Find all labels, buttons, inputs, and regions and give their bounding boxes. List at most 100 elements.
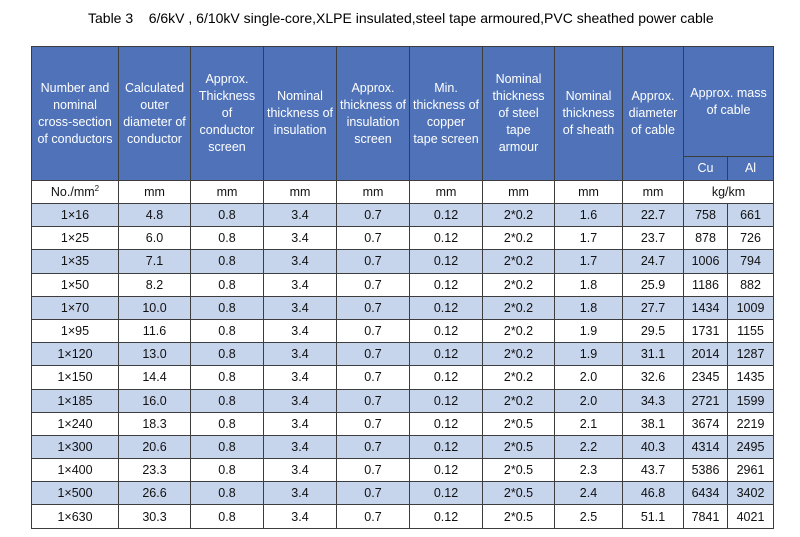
table-cell: 22.7 [622,202,684,228]
table-cell: 0.8 [190,365,264,390]
cell-nominal-section: 1×25 [31,226,119,251]
table-cell: 1.8 [554,272,623,297]
table-cell: 2345 [683,365,728,390]
table-cell: 3.4 [263,365,337,390]
table-cell: 2*0.2 [482,388,555,413]
table-cell: 0.12 [409,202,483,228]
table-cell: 878 [683,226,728,251]
table-cell: 2219 [726,411,775,436]
cell-nominal-section: 1×35 [31,249,119,274]
table-cell: 3.4 [263,411,337,436]
table-cell: 0.7 [336,318,410,344]
table-row: 1×50 8.2 0.8 3.4 0.7 0.12 2*0.2 1.8 25.9 1186 882 [31,272,775,297]
table-cell: 2.1 [554,411,623,436]
table-row: 1×185 16.0 0.8 3.4 0.7 0.12 2*0.2 2.0 34.3 2721 15… [31,388,775,413]
header-copper-tape-screen: Min. thickness of copper tape screen [409,46,483,181]
cell-nominal-section: 1×16 [31,202,119,228]
table-cell: 3.4 [263,226,337,251]
table-cell: 0.12 [409,295,483,320]
table-cell: 0.7 [336,411,410,436]
table-cell: 34.3 [622,388,684,413]
table-cell: 2*0.2 [482,295,555,320]
table-cell: 0.7 [336,249,410,274]
table-cell: 0.7 [336,295,410,320]
table-cell: 661 [726,202,775,228]
table-cell: 3.4 [263,342,337,367]
table-cell: 0.12 [409,249,483,274]
header-nominal-cross-section: Number and nominal cross-section of cond… [31,46,119,181]
table-cell: 43.7 [622,458,684,483]
table-row: 1×240 18.3 0.8 3.4 0.7 0.12 2*0.5 2.1 38.1 3674 22… [31,411,775,436]
unit-cell: mm [622,180,684,204]
table-cell: 1.8 [554,295,623,320]
cable-spec-table: Number and nominal cross-section of cond… [31,46,775,529]
table-cell: 0.8 [190,411,264,436]
table-cell: 2*0.2 [482,249,555,274]
table-cell: 2.2 [554,434,623,460]
table-cell: 0.8 [190,202,264,228]
table-cell: 3.4 [263,249,337,274]
table-cell: 0.7 [336,272,410,297]
header-cable-mass: Approx. mass of cable [682,46,775,157]
table-cell: 0.8 [190,388,264,413]
table-cell: 0.7 [336,458,410,483]
table-cell: 1.7 [554,249,623,274]
table-row: 1×400 23.3 0.8 3.4 0.7 0.12 2*0.5 2.3 43.7 5386 29… [31,458,775,483]
table-cell: 30.3 [118,504,191,529]
table-cell: 2*0.2 [482,365,555,390]
table-cell: 14.4 [118,365,191,390]
table-cell: 1599 [726,388,775,413]
unit-cell: mm [409,180,483,204]
cell-nominal-section: 1×95 [31,318,119,344]
table-cell: 726 [726,226,775,251]
table-cell: 20.6 [118,434,191,460]
table-cell: 26.6 [118,481,191,506]
unit-cell: mm [190,180,264,204]
header-cable-diameter: Approx. diameter of cable [622,46,684,181]
table-cell: 1435 [726,365,775,390]
table-row: 1×300 20.6 0.8 3.4 0.7 0.12 2*0.5 2.2 40.3 4314 24… [31,434,775,460]
table-row: 1×70 10.0 0.8 3.4 0.7 0.12 2*0.2 1.8 27.7 1434 100… [31,295,775,320]
table-cell: 3.4 [263,458,337,483]
table-cell: 3.4 [263,295,337,320]
table-cell: 0.12 [409,388,483,413]
cell-nominal-section: 1×70 [31,295,119,320]
table-cell: 18.3 [118,411,191,436]
table-cell: 29.5 [622,318,684,344]
table-cell: 882 [726,272,775,297]
table-cell: 25.9 [622,272,684,297]
table-cell: 31.1 [622,342,684,367]
table-cell: 0.7 [336,202,410,228]
table-row: 1×16 4.8 0.8 3.4 0.7 0.12 2*0.2 1.6 22.7 758 661 [31,202,775,228]
header-steel-tape-armour: Nominal thickness of steel tape armour [482,46,555,181]
table-row: 1×25 6.0 0.8 3.4 0.7 0.12 2*0.2 1.7 23.7 878 726 [31,226,775,251]
table-cell: 0.8 [190,272,264,297]
table-cell: 794 [726,249,775,274]
table-cell: 0.12 [409,411,483,436]
table-cell: 23.3 [118,458,191,483]
table-cell: 1006 [683,249,728,274]
table-cell: 758 [683,202,728,228]
table-cell: 0.8 [190,295,264,320]
table-cell: 1009 [726,295,775,320]
table-cell: 2.5 [554,504,623,529]
table-cell: 13.0 [118,342,191,367]
table-cell: 2*0.5 [482,411,555,436]
table-cell: 0.8 [190,481,264,506]
table-title: Table 3 6/6kV , 6/10kV single-core,XLPE … [88,10,714,26]
header-conductor-screen: Approx. Thickness of conductor screen [190,46,264,181]
table-cell: 1731 [683,318,728,344]
table-cell: 3.4 [263,202,337,228]
unit-cell: mm [482,180,555,204]
table-cell: 3674 [683,411,728,436]
table-cell: 2*0.2 [482,226,555,251]
table-cell: 2*0.5 [482,458,555,483]
header-mass-cu: Cu [683,156,728,181]
table-cell: 27.7 [622,295,684,320]
table-cell: 10.0 [118,295,191,320]
header-insulation-thickness: Nominal thickness of insulation [263,46,337,181]
cell-nominal-section: 1×240 [31,411,119,436]
cell-nominal-section: 1×50 [31,272,119,297]
cell-nominal-section: 1×500 [31,481,119,506]
table-cell: 2.0 [554,365,623,390]
